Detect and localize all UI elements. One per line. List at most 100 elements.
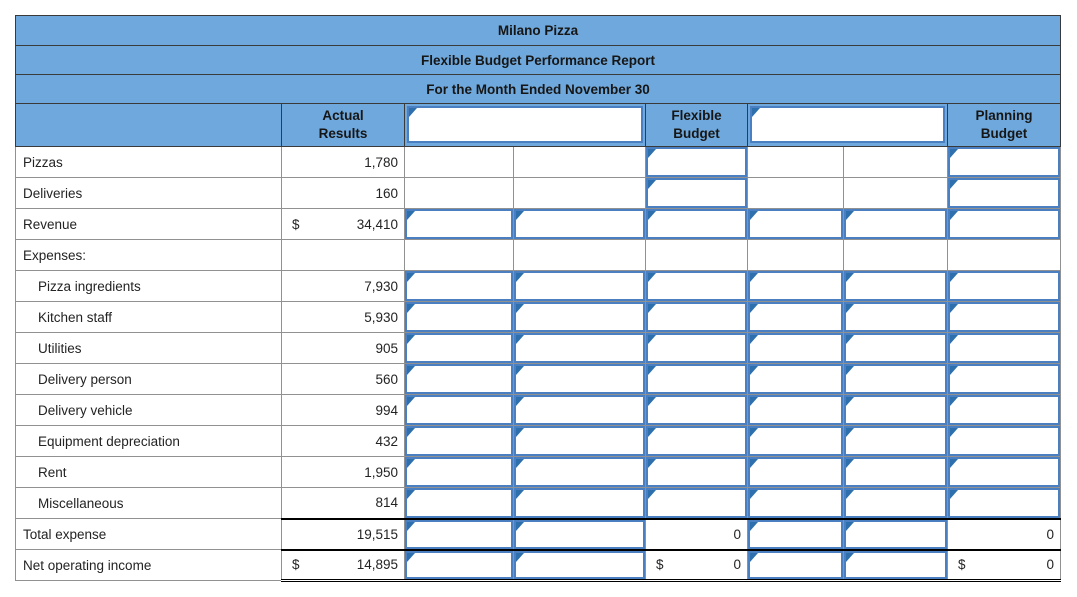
answer-input[interactable] <box>948 271 1060 301</box>
empty-cell <box>404 146 514 178</box>
answer-input[interactable] <box>948 395 1060 425</box>
answer-input[interactable] <box>514 488 645 518</box>
input-cell <box>747 517 844 550</box>
cell-flag-icon <box>950 211 958 220</box>
answer-input[interactable] <box>646 426 747 456</box>
answer-input[interactable] <box>405 520 513 549</box>
answer-input[interactable] <box>646 457 747 487</box>
row-label-header <box>15 103 282 147</box>
cell-flag-icon <box>950 459 958 468</box>
answer-input[interactable] <box>514 209 645 239</box>
answer-input[interactable] <box>646 209 747 239</box>
answer-input[interactable] <box>514 520 645 549</box>
answer-input[interactable] <box>405 426 513 456</box>
answer-input[interactable] <box>844 457 947 487</box>
answer-input[interactable] <box>405 271 513 301</box>
answer-input[interactable] <box>405 302 513 332</box>
answer-input[interactable] <box>646 333 747 363</box>
answer-input[interactable] <box>405 551 513 578</box>
input-cell <box>404 548 514 582</box>
input-cell <box>843 487 948 519</box>
answer-input[interactable] <box>646 364 747 394</box>
header-dropdown-2[interactable] <box>750 106 945 143</box>
answer-input[interactable] <box>748 426 843 456</box>
answer-input[interactable] <box>844 209 947 239</box>
answer-input[interactable] <box>948 333 1060 363</box>
answer-input[interactable] <box>646 271 747 301</box>
answer-input[interactable] <box>748 520 843 549</box>
answer-input[interactable] <box>844 302 947 332</box>
answer-input[interactable] <box>748 364 843 394</box>
answer-input[interactable] <box>748 209 843 239</box>
answer-input[interactable] <box>748 395 843 425</box>
answer-input[interactable] <box>646 147 747 177</box>
answer-input[interactable] <box>646 488 747 518</box>
input-cell <box>747 301 844 333</box>
input-cell <box>947 425 1061 457</box>
answer-input[interactable] <box>514 333 645 363</box>
answer-input[interactable] <box>844 488 947 518</box>
answer-input[interactable] <box>948 178 1060 208</box>
answer-input[interactable] <box>514 426 645 456</box>
table-row: Pizza ingredients 7,930 <box>15 270 1061 302</box>
answer-input[interactable] <box>514 364 645 394</box>
answer-input[interactable] <box>948 364 1060 394</box>
answer-input[interactable] <box>844 333 947 363</box>
answer-input[interactable] <box>948 302 1060 332</box>
answer-input[interactable] <box>748 333 843 363</box>
input-cell <box>645 425 748 457</box>
answer-input[interactable] <box>948 488 1060 518</box>
answer-input[interactable] <box>646 178 747 208</box>
answer-input[interactable] <box>514 271 645 301</box>
answer-input[interactable] <box>844 395 947 425</box>
cell-flag-icon <box>648 273 656 282</box>
input-cell <box>513 548 646 582</box>
planning-budget-header: Planning Budget <box>947 103 1061 147</box>
answer-input[interactable] <box>646 395 747 425</box>
answer-input[interactable] <box>844 520 947 549</box>
answer-input[interactable] <box>748 302 843 332</box>
cell-flag-icon <box>750 552 758 562</box>
input-cell <box>947 487 1061 519</box>
answer-input[interactable] <box>405 333 513 363</box>
answer-input[interactable] <box>844 551 947 578</box>
answer-input[interactable] <box>748 457 843 487</box>
cell-flag-icon <box>750 459 758 468</box>
answer-input[interactable] <box>748 488 843 518</box>
input-cell <box>645 487 748 519</box>
answer-input[interactable] <box>514 457 645 487</box>
answer-input[interactable] <box>646 302 747 332</box>
cell-flag-icon <box>516 490 524 499</box>
input-cell <box>513 301 646 333</box>
cell-flag-icon <box>516 552 524 562</box>
input-cell <box>404 487 514 519</box>
cell-flag-icon <box>407 366 415 375</box>
answer-input[interactable] <box>405 395 513 425</box>
table-row: Revenue $34,410 <box>15 208 1061 240</box>
table-row: Rent 1,950 <box>15 456 1061 488</box>
header-dropdown-1[interactable] <box>407 106 643 143</box>
answer-input[interactable] <box>514 395 645 425</box>
answer-input[interactable] <box>948 147 1060 177</box>
answer-input[interactable] <box>405 488 513 518</box>
actual-value-cell: 560 <box>281 363 405 395</box>
answer-input[interactable] <box>748 551 843 578</box>
input-cell <box>747 208 844 240</box>
actual-value-cell: $34,410 <box>281 208 405 240</box>
answer-input[interactable] <box>748 271 843 301</box>
answer-input[interactable] <box>405 457 513 487</box>
answer-input[interactable] <box>514 551 645 578</box>
answer-input[interactable] <box>514 302 645 332</box>
answer-input[interactable] <box>405 364 513 394</box>
answer-input[interactable] <box>948 209 1060 239</box>
answer-input[interactable] <box>948 457 1060 487</box>
answer-input[interactable] <box>844 364 947 394</box>
answer-input[interactable] <box>844 426 947 456</box>
answer-input[interactable] <box>948 426 1060 456</box>
actual-value-cell <box>281 239 405 271</box>
cell-flag-icon <box>750 211 758 220</box>
answer-input[interactable] <box>405 209 513 239</box>
row-label: Revenue <box>15 208 282 240</box>
cell-flag-icon <box>648 180 656 189</box>
answer-input[interactable] <box>844 271 947 301</box>
